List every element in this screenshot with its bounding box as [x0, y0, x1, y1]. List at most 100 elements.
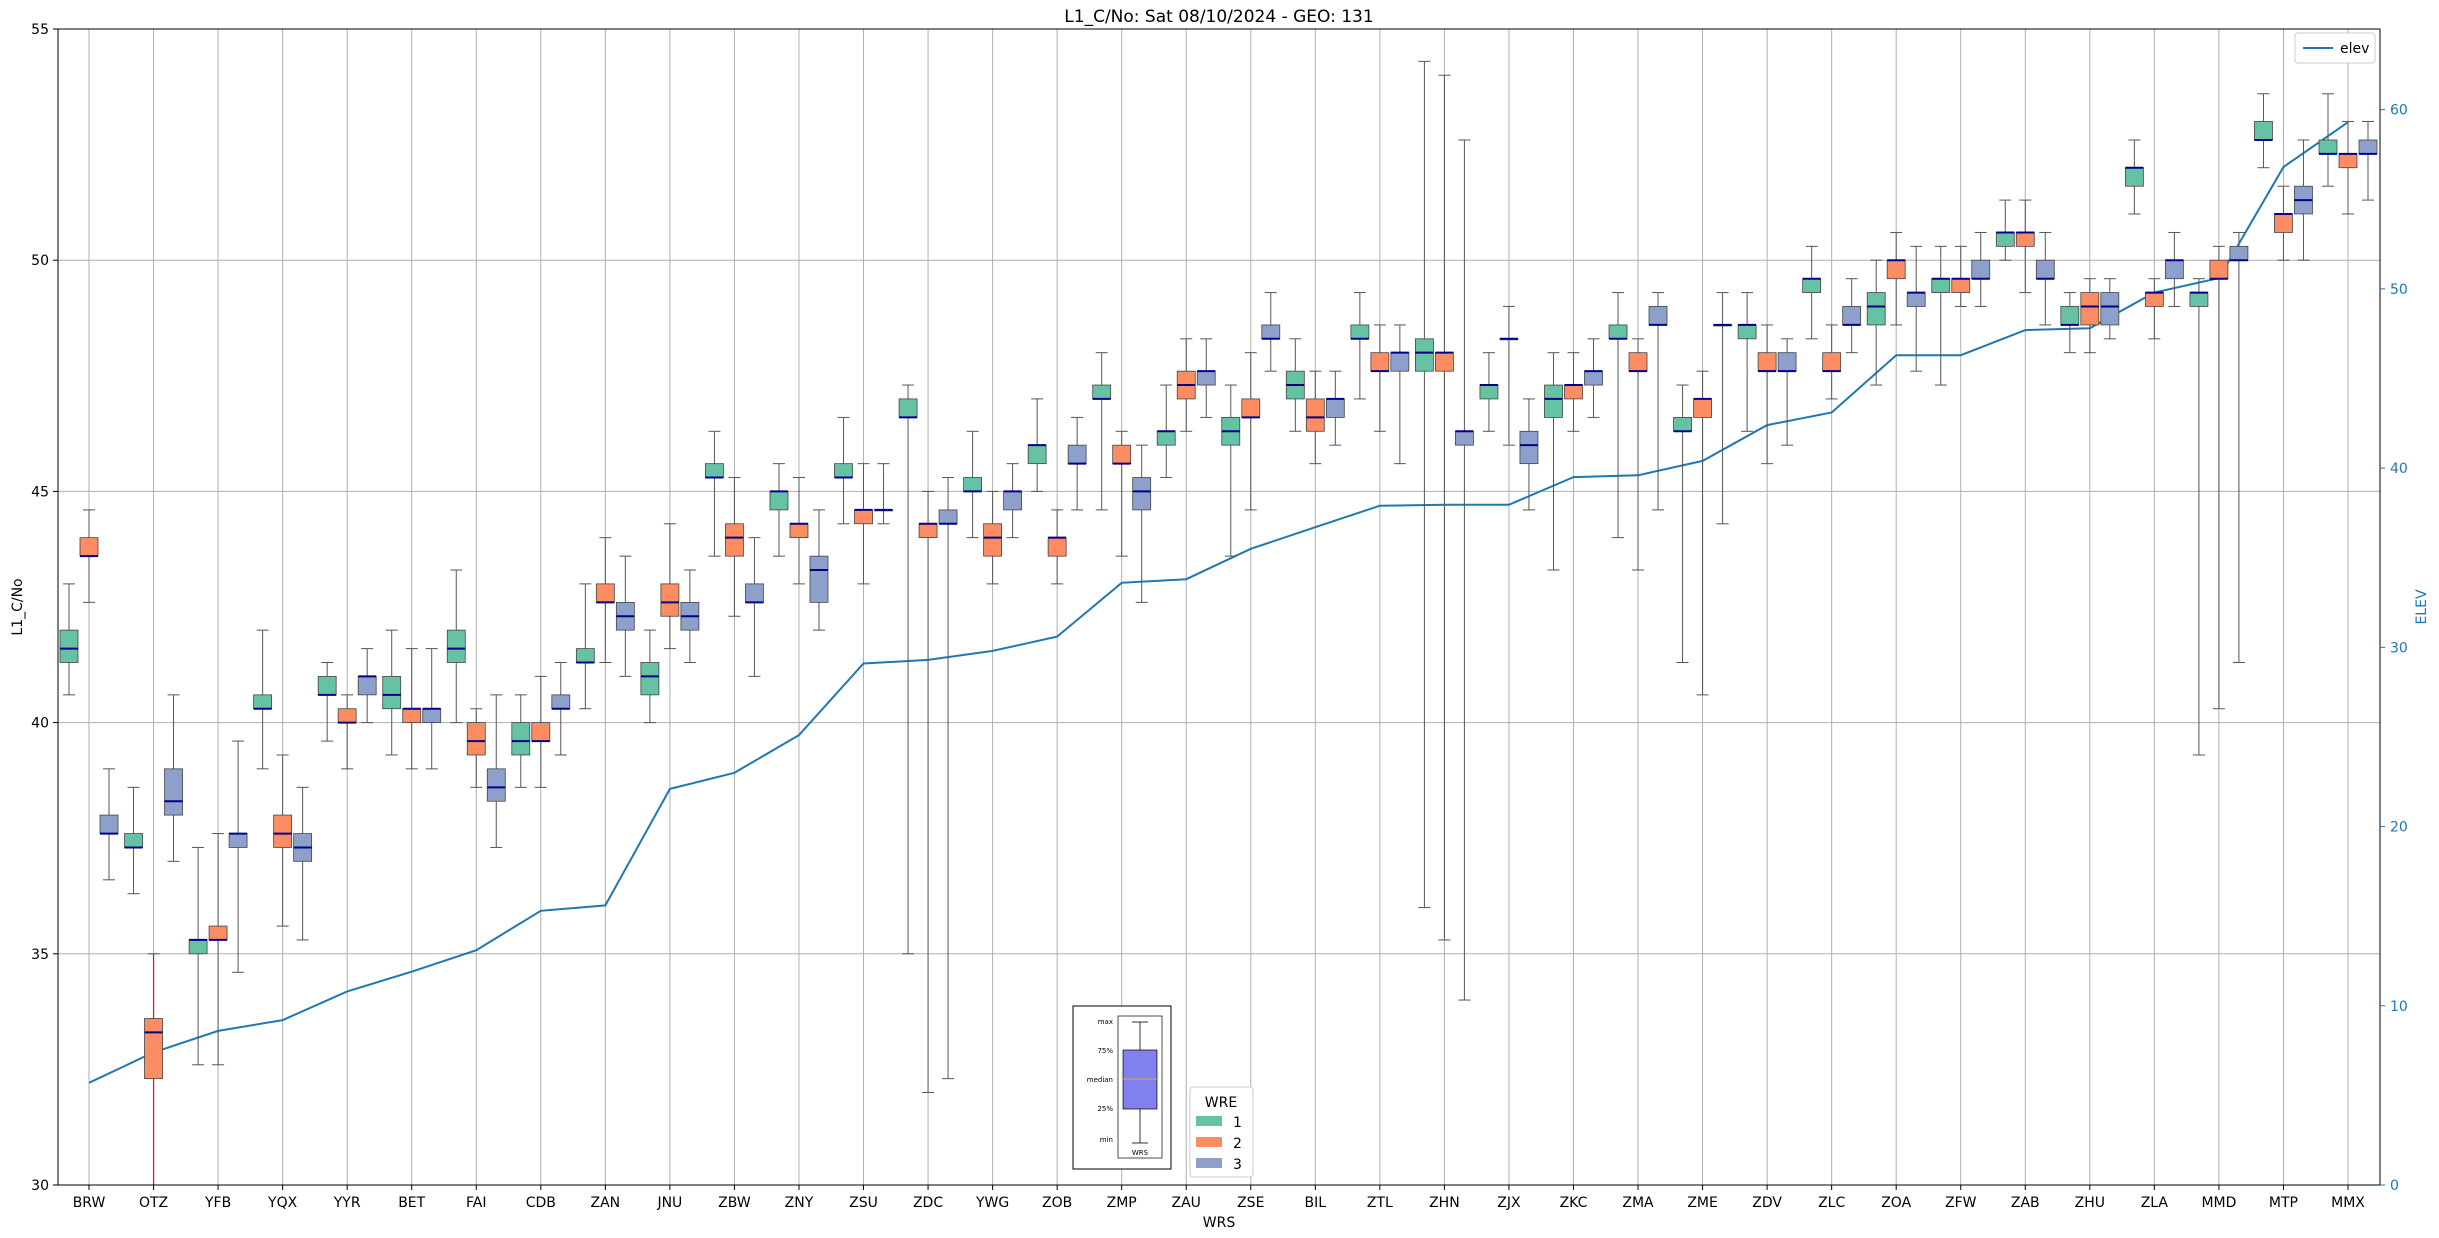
box-body — [511, 722, 531, 756]
box-body — [1047, 537, 1067, 557]
x-tick-label: ZNY — [785, 1195, 814, 1211]
box-wre1-zab — [1995, 199, 2015, 261]
box-body — [789, 523, 809, 539]
inset-label-min: min — [1100, 1136, 1113, 1144]
box-wre3-yfb — [228, 740, 248, 973]
x-tick-label: FAI — [466, 1195, 486, 1211]
box-wre2-zbw — [725, 477, 744, 617]
box-body — [228, 833, 248, 848]
box-wre3-zma — [1648, 292, 1668, 511]
box-body — [1415, 338, 1434, 372]
box-wre2-zla — [2144, 278, 2164, 340]
box-wre1-zma — [1608, 292, 1628, 539]
box-wre3-zla — [2164, 231, 2184, 307]
box-body — [575, 648, 595, 663]
x-tick-label: ZDV — [1752, 1195, 1782, 1211]
inset-label-q3: 75% — [1097, 1047, 1113, 1055]
x-tick-label: ZAN — [591, 1195, 621, 1211]
x-tick-label: YWG — [975, 1195, 1009, 1211]
box-wre2-zfw — [1951, 245, 1971, 307]
box-wre2-zab — [2015, 199, 2035, 294]
box-body — [2164, 259, 2184, 280]
box-body — [918, 523, 938, 539]
box-wre3-zsu — [874, 463, 893, 525]
x-tick-label: ZHU — [2075, 1195, 2105, 1211]
box-wre3-bet — [422, 648, 442, 770]
box-wre2-fai — [466, 708, 486, 788]
x-tick-label: OTZ — [139, 1195, 168, 1211]
box-body — [466, 722, 486, 756]
inset-plot-frame — [1117, 1015, 1163, 1159]
wre-legend-label-1: 1 — [1233, 1115, 1242, 1131]
box-body — [834, 463, 853, 478]
box-wre3-mtp — [2294, 139, 2313, 261]
box-body — [1544, 384, 1563, 418]
box-body — [1325, 398, 1345, 418]
box-body — [1693, 398, 1712, 418]
x-axis-label: WRS — [1203, 1215, 1236, 1231]
box-wre2-yfb — [208, 833, 228, 1066]
x-tick-label: ZFW — [1945, 1195, 1977, 1211]
box-body — [1608, 324, 1628, 340]
x-tick-label: ZAU — [1172, 1195, 1201, 1211]
box-body — [1628, 352, 1648, 372]
y-tick-label: 30 — [31, 1178, 49, 1194]
elev-legend-label: elev — [2340, 41, 2369, 57]
box-wre2-bil — [1305, 370, 1325, 465]
box-body — [2060, 306, 2080, 326]
box-wre1-zjx — [1479, 352, 1499, 432]
chart-title: L1_C/No: Sat 08/10/2024 - GEO: 131 — [1064, 7, 1373, 27]
wre-legend-frame — [1189, 1086, 1254, 1178]
box-wre3-zdc — [938, 477, 958, 1080]
box-wre1-brw — [59, 583, 79, 696]
box-body — [1886, 259, 1906, 280]
x-tick-label: ZOB — [1042, 1195, 1072, 1211]
y-tick-label: 35 — [31, 947, 49, 963]
box-body — [1261, 324, 1281, 340]
box-body — [2124, 167, 2144, 187]
box-body — [2035, 259, 2055, 280]
box-wre3-zab — [2035, 231, 2055, 326]
y2-tick-label: 20 — [2390, 820, 2408, 836]
y-tick-label: 40 — [31, 716, 49, 732]
box-wre3-otz — [164, 694, 183, 862]
box-wre3-zdv — [1777, 338, 1797, 446]
box-wre1-yyr — [317, 661, 337, 742]
box-body — [1067, 444, 1087, 465]
box-body — [2209, 259, 2229, 280]
box-body — [1156, 430, 1176, 446]
box-wre2-jnu — [660, 523, 680, 650]
box-body — [660, 583, 680, 617]
wre-legend-swatch-1 — [1196, 1116, 1222, 1126]
x-tick-label: ZBW — [718, 1195, 751, 1211]
box-wre3-zkc — [1584, 338, 1603, 418]
box-wre2-zdc — [918, 490, 938, 1094]
box-wre3-zfw — [1971, 231, 1991, 307]
box-wre3-ztl — [1390, 324, 1410, 465]
box-body — [382, 675, 402, 710]
box-body — [640, 662, 660, 696]
box-wre2-zse — [1241, 352, 1261, 511]
box-body — [446, 629, 466, 663]
box-body — [188, 939, 208, 955]
box-body — [1003, 490, 1022, 511]
y-tick-label: 45 — [31, 484, 49, 500]
x-tick-label: YYR — [333, 1195, 361, 1211]
box-wre2-zdv — [1757, 324, 1777, 465]
box-wre3-yyr — [357, 648, 377, 724]
boxplot-explainer-inset: max 75% median 25% min WRS — [1072, 1005, 1172, 1170]
box-body — [486, 768, 506, 802]
box-wre2-zoa — [1886, 231, 1906, 326]
box-body — [2338, 153, 2358, 169]
box-body — [1757, 352, 1777, 372]
box-body — [422, 708, 442, 724]
box-body — [898, 398, 918, 418]
box-wre3-brw — [99, 768, 119, 881]
x-tick-label: ZDC — [913, 1195, 943, 1211]
box-wre1-zla — [2124, 139, 2144, 215]
box-wre3-jnu — [680, 569, 700, 663]
y-axis-label: L1_C/No — [10, 578, 26, 635]
box-wre2-zan — [595, 537, 615, 663]
x-tick-label: ZLC — [1818, 1195, 1845, 1211]
